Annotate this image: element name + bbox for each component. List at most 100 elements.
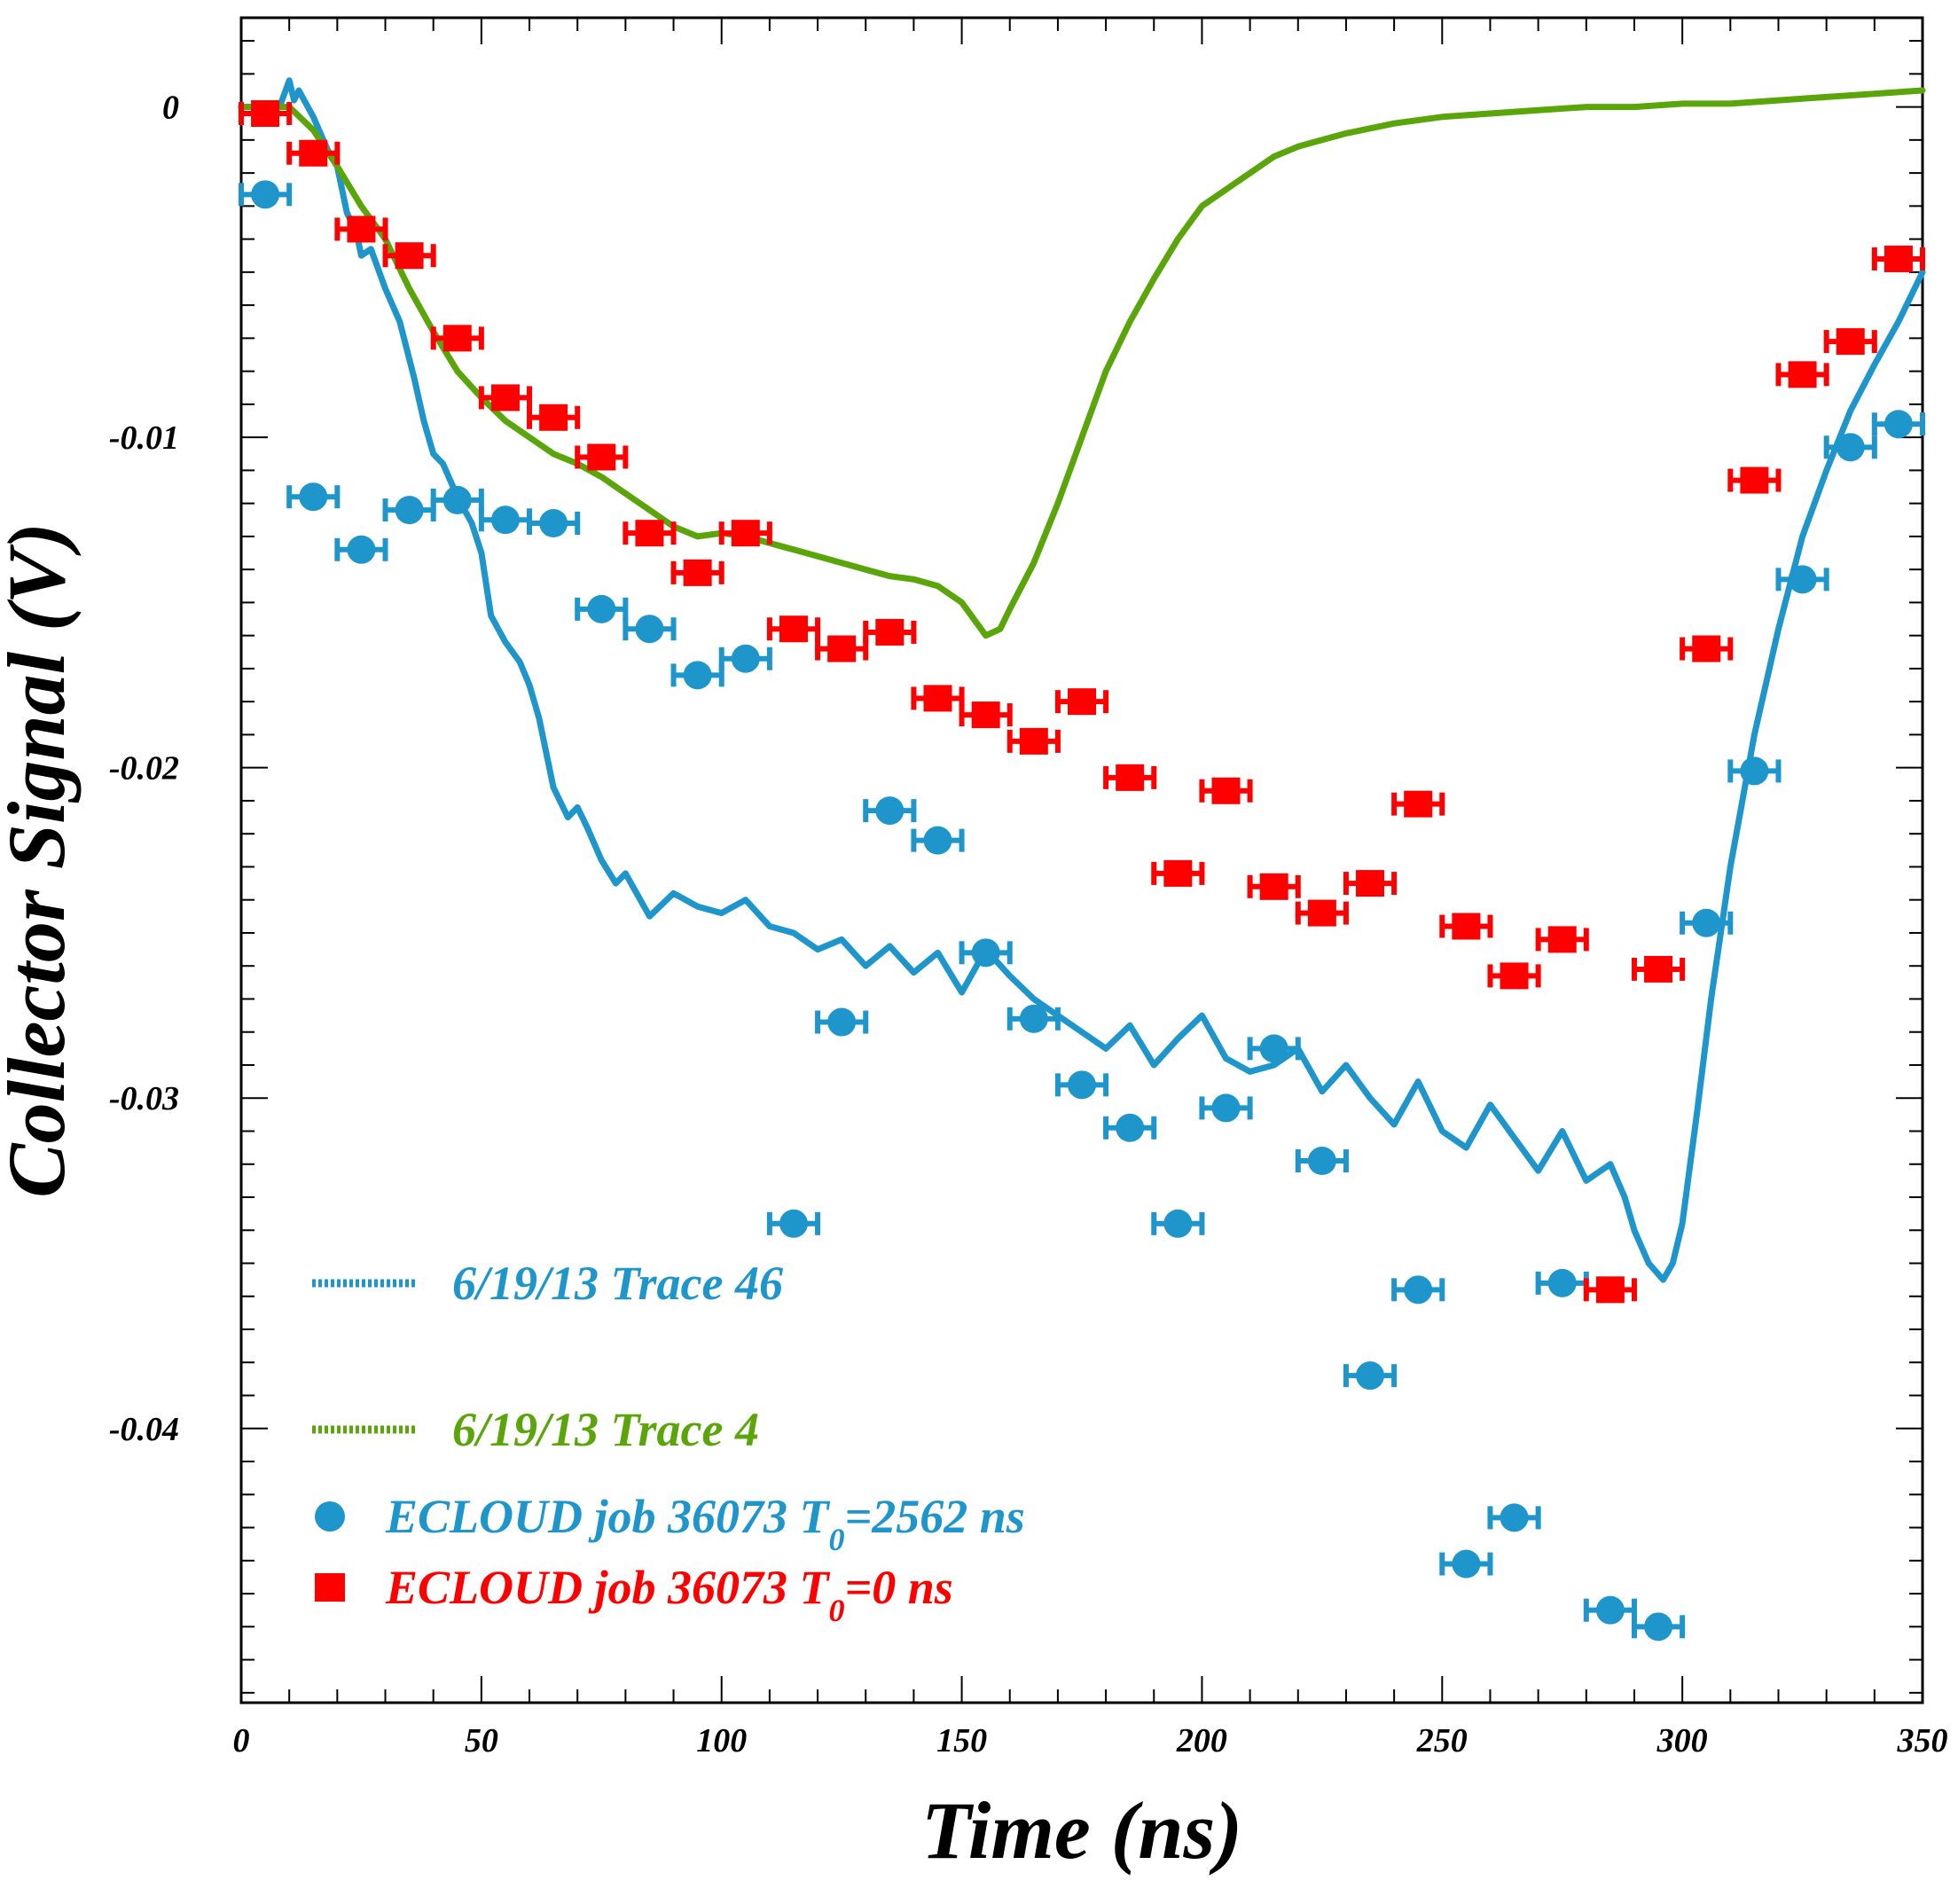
data-point-ecloud_t2562 (1103, 1113, 1157, 1142)
data-point-ecloud_t2562 (670, 661, 724, 690)
x-tick-label: 0 (233, 1722, 250, 1759)
x-tick-label: 200 (1176, 1722, 1227, 1759)
data-point-ecloud_t0 (430, 325, 484, 352)
data-point-ecloud_t0 (1151, 859, 1205, 887)
data-point-ecloud_t2562 (1199, 1093, 1253, 1123)
data-point-ecloud_t0 (766, 615, 821, 643)
legend-label: ECLOUD job 36073 T0=0 ns (385, 1561, 953, 1628)
y-tick-label: -0.04 (109, 1411, 179, 1448)
data-point-ecloud_t2562 (1823, 433, 1877, 462)
data-point-ecloud_t2562 (239, 180, 293, 209)
x-axis-title: Time (ns) (921, 1785, 1242, 1876)
data-point-ecloud_t0 (1583, 1276, 1637, 1304)
data-point-ecloud_t2562 (334, 535, 388, 564)
data-point-ecloud_t2562 (815, 1007, 869, 1037)
data-point-ecloud_t2562 (959, 938, 1013, 968)
data-point-ecloud_t2562 (286, 482, 341, 512)
data-point-ecloud_t0 (815, 635, 869, 662)
data-point-ecloud_t0 (286, 139, 341, 167)
data-point-ecloud_t2562 (623, 615, 677, 644)
data-point-ecloud_t0 (959, 701, 1013, 729)
data-point-ecloud_t2562 (1583, 1595, 1637, 1625)
data-point-ecloud_t0 (1487, 962, 1541, 990)
y-tick-label: 0 (162, 90, 179, 127)
data-point-ecloud_t2562 (430, 485, 484, 514)
legend-square-swatch (315, 1573, 345, 1602)
data-point-ecloud_t0 (478, 384, 533, 411)
data-point-ecloud_t2562 (1391, 1275, 1445, 1305)
data-point-ecloud_t2562 (1439, 1549, 1493, 1579)
data-point-ecloud_t0 (1727, 466, 1782, 494)
legend-item-trace4: 6/19/13 Trace 4 (312, 1403, 759, 1456)
trace-lines (238, 77, 1926, 1283)
data-point-ecloud_t2562 (1487, 1503, 1541, 1532)
data-point-ecloud_t0 (670, 559, 724, 586)
y-tick-label: -0.02 (109, 750, 179, 787)
data-point-ecloud_t0 (382, 242, 436, 270)
data-point-ecloud_t2562 (1871, 410, 1925, 439)
axis-ticks (240, 18, 1923, 1703)
data-point-ecloud_t2562 (1006, 1004, 1061, 1033)
data-point-ecloud_t2562 (1054, 1070, 1109, 1100)
data-point-ecloud_t0 (527, 404, 581, 431)
data-point-ecloud_t2562 (766, 1209, 821, 1238)
data-point-ecloud_t2562 (575, 594, 629, 623)
y-tick-labels: 0 -0.01 -0.02 -0.03 -0.04 (109, 90, 179, 1448)
data-point-ecloud_t2562 (478, 505, 533, 535)
data-point-ecloud_t2562 (863, 796, 917, 826)
legend-circle-swatch (315, 1501, 345, 1532)
legend: 6/19/13 Trace 46 6/19/13 Trace 4 ECLOUD jo… (312, 1257, 1025, 1628)
x-tick-label: 100 (696, 1722, 747, 1759)
data-point-ecloud_t2562 (1775, 565, 1829, 594)
data-point-ecloud_t0 (1823, 328, 1877, 356)
legend-label: 6/19/13 Trace 4 (452, 1403, 759, 1456)
legend-label: ECLOUD job 36073 T0=2562 ns (385, 1490, 1025, 1557)
data-point-ecloud_t0 (1247, 873, 1301, 900)
x-tick-label: 50 (465, 1722, 498, 1759)
data-point-ecloud_t0 (623, 520, 677, 547)
data-point-ecloud_t0 (911, 685, 965, 712)
legend-label: 6/19/13 Trace 46 (452, 1257, 783, 1310)
data-point-ecloud_t2562 (1680, 908, 1734, 937)
legend-item-ecloud_t2562: ECLOUD job 36073 T0=2562 ns (315, 1490, 1025, 1557)
data-point-ecloud_t0 (1391, 790, 1445, 818)
legend-item-trace46: 6/19/13 Trace 46 (312, 1257, 783, 1310)
data-point-ecloud_t0 (1775, 361, 1829, 388)
data-point-ecloud_t0 (1295, 899, 1349, 927)
data-point-ecloud_t2562 (1343, 1361, 1398, 1391)
data-point-ecloud_t0 (1535, 926, 1589, 953)
data-point-ecloud_t0 (1680, 635, 1734, 662)
data-point-ecloud_t0 (575, 443, 629, 471)
x-tick-label: 150 (936, 1722, 987, 1759)
x-tick-label: 300 (1656, 1722, 1708, 1759)
data-point-ecloud_t0 (863, 618, 917, 646)
data-point-ecloud_t0 (1631, 955, 1686, 983)
data-point-ecloud_t2562 (382, 496, 436, 525)
data-point-ecloud_t0 (718, 520, 772, 547)
data-point-ecloud_t0 (1054, 688, 1109, 716)
x-tick-labels: 0 50 100 150 200 250 300 350 (233, 1722, 1948, 1759)
data-point-ecloud_t0 (1871, 245, 1925, 272)
series-line-trace4 (238, 87, 1926, 639)
data-point-ecloud_t2562 (1535, 1268, 1589, 1297)
y-tick-label: -0.01 (109, 419, 179, 457)
data-point-ecloud_t2562 (1151, 1209, 1205, 1238)
data-point-ecloud_t2562 (1247, 1034, 1301, 1063)
y-tick-label: -0.03 (109, 1080, 179, 1117)
data-point-ecloud_t0 (1103, 764, 1157, 791)
data-point-ecloud_t2562 (1631, 1612, 1686, 1642)
x-tick-label: 250 (1416, 1722, 1468, 1759)
data-point-ecloud_t2562 (527, 509, 581, 537)
data-point-ecloud_t2562 (911, 826, 965, 855)
data-point-ecloud_t2562 (718, 644, 772, 673)
data-point-ecloud_t2562 (1727, 756, 1782, 786)
y-axis-title: Collector Signal (V) (0, 522, 82, 1198)
data-point-ecloud_t0 (1006, 727, 1061, 755)
data-point-ecloud_t0 (239, 100, 293, 128)
data-point-ecloud_t2562 (1295, 1147, 1349, 1176)
legend-item-ecloud_t0: ECLOUD job 36073 T0=0 ns (315, 1561, 953, 1628)
series-line-trace46 (238, 77, 1926, 1283)
plot-frame (239, 16, 1924, 1704)
x-tick-label: 350 (1897, 1722, 1948, 1759)
